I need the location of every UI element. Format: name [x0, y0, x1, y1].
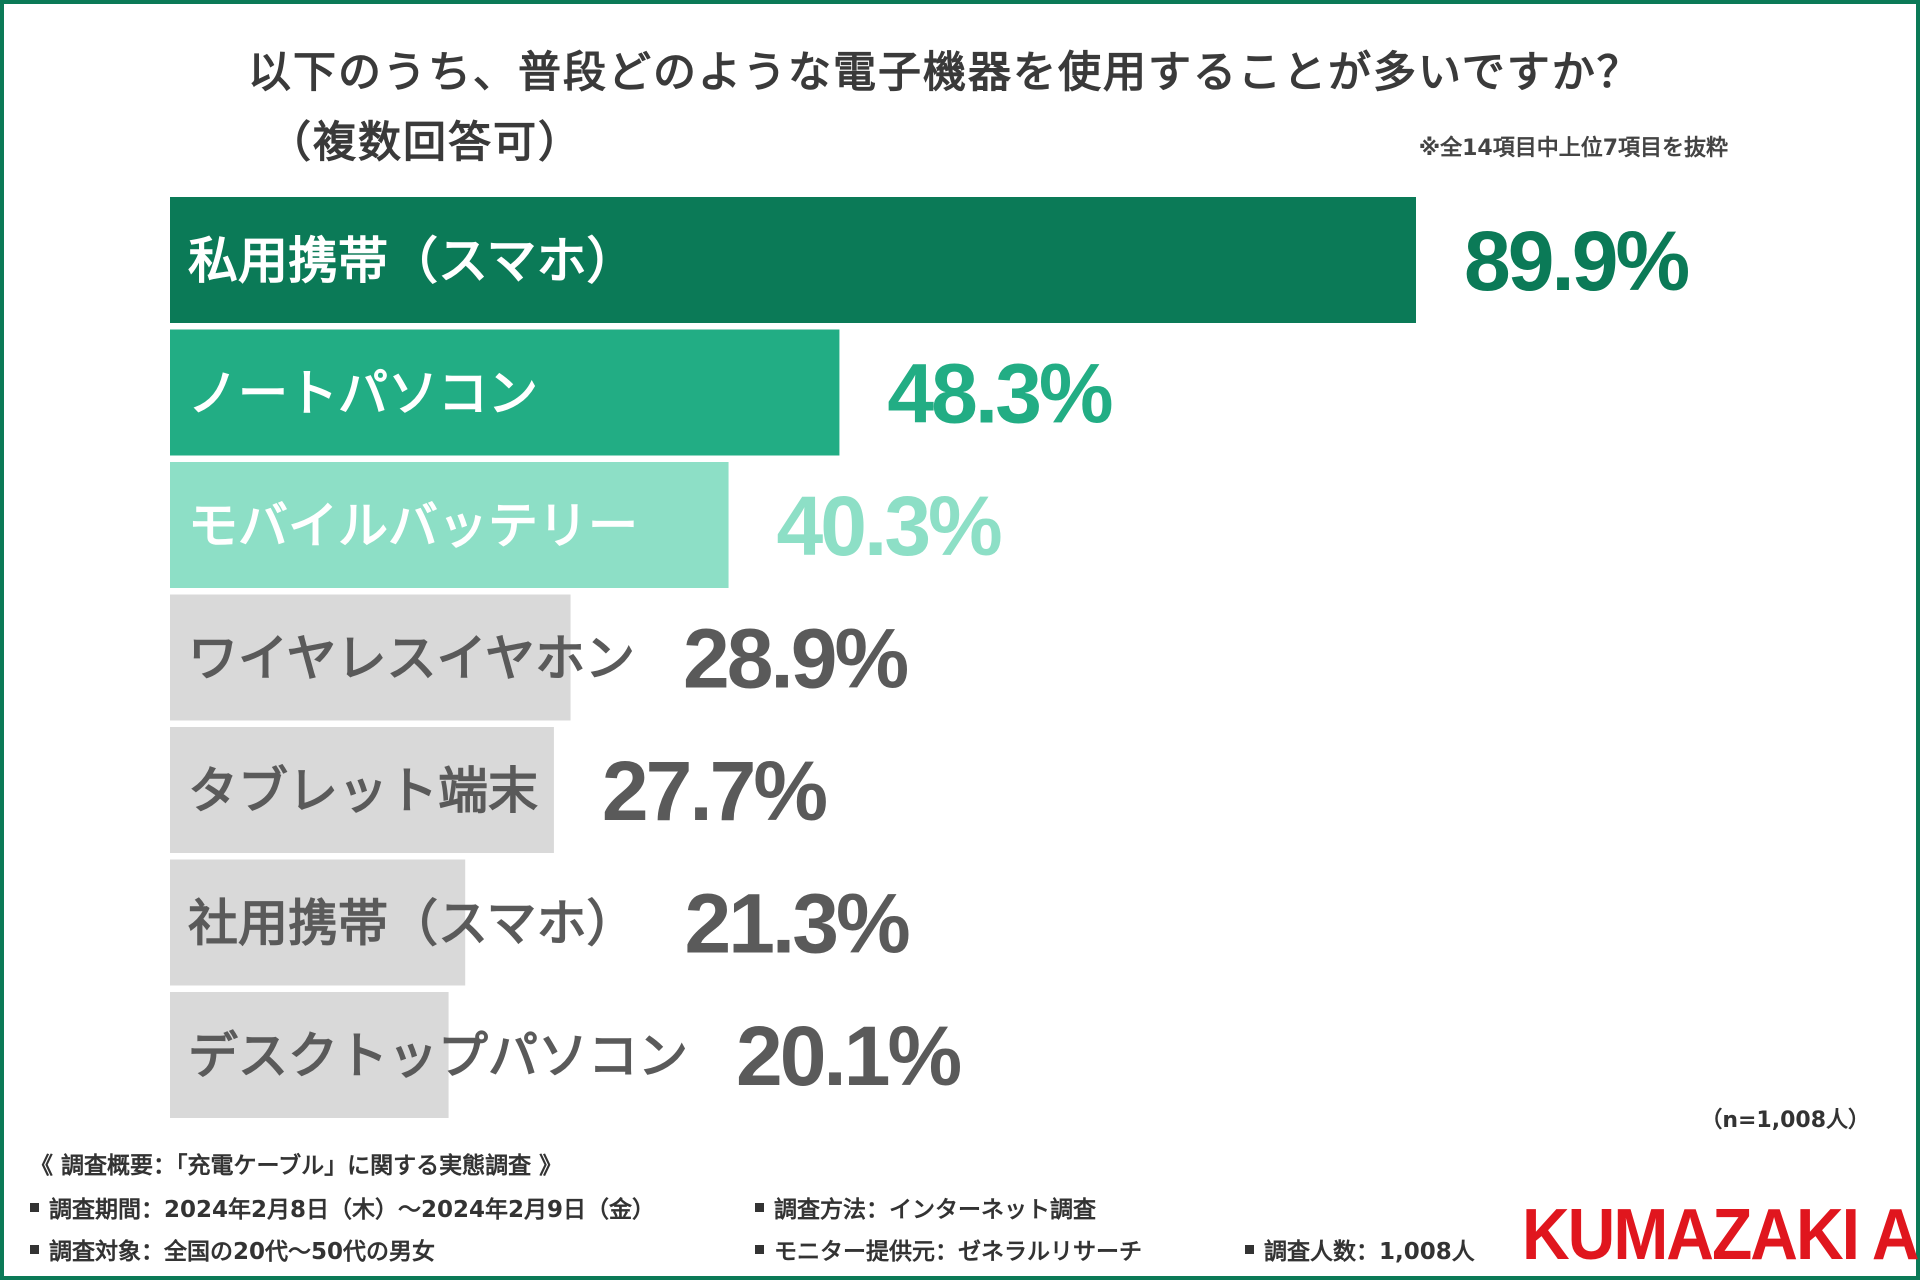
- value-label-4: 28.9%: [683, 612, 907, 706]
- value-label-1: 89.9%: [1464, 214, 1688, 308]
- category-label-7: デスクトップパソコン: [188, 1027, 688, 1085]
- survey-period-text: 調査期間：2024年2月8日（木）〜2024年2月9日（金）: [49, 1197, 656, 1223]
- category-label-6: 社用携帯（スマホ）: [188, 895, 637, 953]
- bar-3: [170, 462, 729, 588]
- bar-6: [170, 859, 466, 986]
- excerpt-note: ※全14項目中上位7項目を抜粋: [1418, 136, 1728, 161]
- survey-heading: 《 調査概要：「充電ケーブル」に関する実態調査 》: [30, 1153, 563, 1179]
- value-label-7: 20.1%: [736, 1009, 960, 1103]
- value-label-6: 21.3%: [685, 877, 909, 971]
- category-label-5: タブレット端末: [188, 762, 538, 820]
- category-label-1: 私用携帯（スマホ）: [188, 232, 637, 290]
- chart-subtitle: （複数回答可）: [268, 118, 583, 168]
- category-label-2: ノートパソコン: [188, 365, 538, 423]
- survey-provider-text: モニター提供元：ゼネラルリサーチ: [774, 1239, 1142, 1265]
- value-label-3: 40.3%: [777, 479, 1001, 573]
- category-label-3: モバイルバッテリー: [188, 497, 638, 555]
- survey-method-text: 調査方法：インターネット調査: [774, 1197, 1096, 1223]
- value-label-5: 27.7%: [602, 744, 826, 838]
- survey-target: 調査対象：全国の20代〜50代の男女: [30, 1232, 435, 1266]
- survey-count: 調査人数：1,008人: [1245, 1232, 1475, 1266]
- survey-count-text: 調査人数：1,008人: [1264, 1239, 1475, 1265]
- chart-title: 以下のうち、普段どのような電子機器を使用することが多いですか？: [248, 48, 1642, 98]
- value-label-2: 48.3%: [887, 347, 1111, 441]
- bar-5: [170, 727, 554, 853]
- survey-target-text: 調査対象：全国の20代〜50代の男女: [49, 1239, 436, 1265]
- company-logo: KUMAZAKI AIM: [1522, 1193, 1920, 1275]
- bar-7: [170, 992, 449, 1118]
- survey-period: 調査期間：2024年2月8日（木）〜2024年2月9日（金）: [30, 1190, 655, 1224]
- bar-2: [170, 329, 840, 456]
- survey-provider: モニター提供元：ゼネラルリサーチ: [755, 1232, 1142, 1266]
- bullet-icon: [1245, 1245, 1254, 1254]
- bullet-icon: [755, 1203, 764, 1212]
- sample-size: （n=1,008人）: [1700, 1108, 1870, 1133]
- survey-method: 調査方法：インターネット調査: [755, 1190, 1096, 1224]
- bar-1: [170, 197, 1416, 323]
- bullet-icon: [30, 1203, 39, 1212]
- bar-4: [170, 594, 571, 721]
- bullet-icon: [755, 1245, 764, 1254]
- category-label-4: ワイヤレスイヤホン: [188, 630, 635, 688]
- bullet-icon: [30, 1245, 39, 1254]
